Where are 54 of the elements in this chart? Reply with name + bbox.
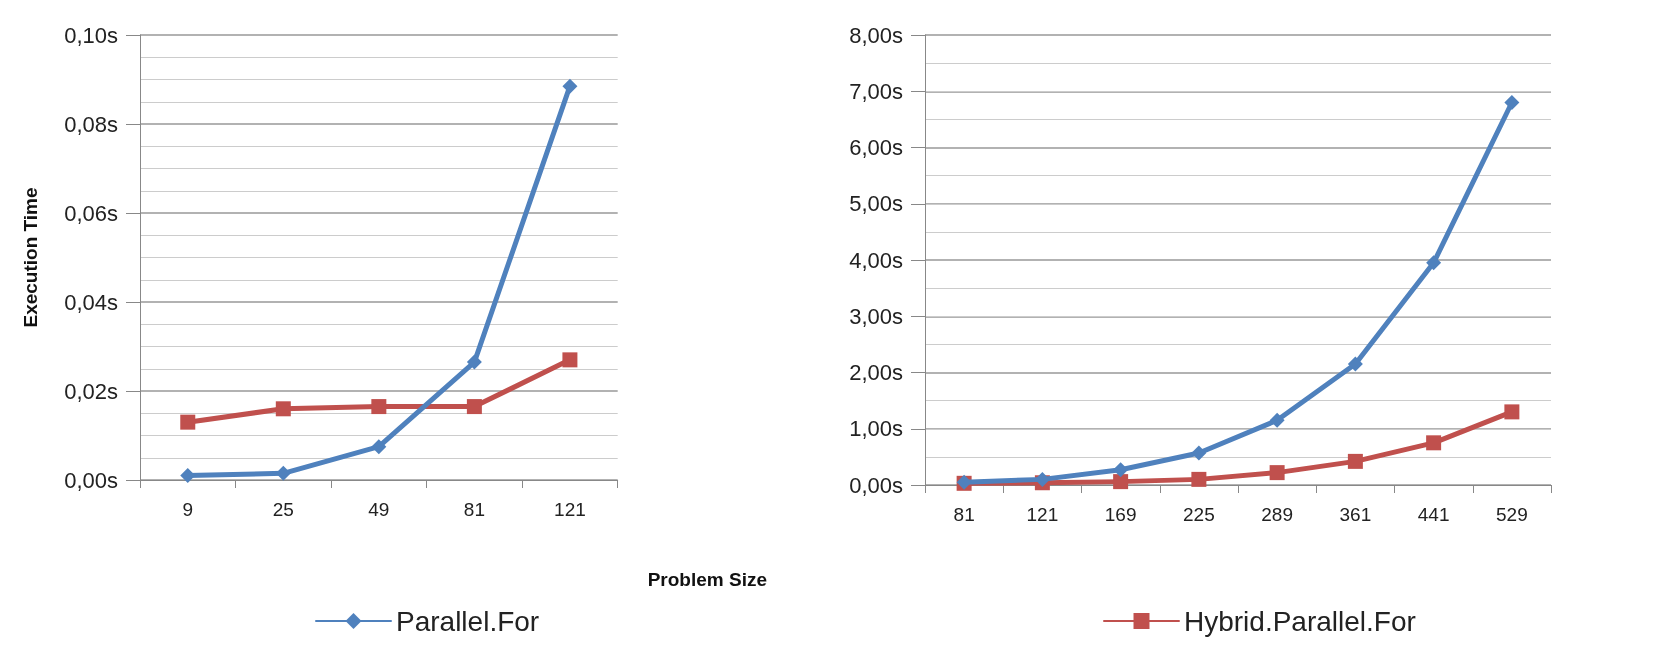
- point: [1113, 474, 1129, 490]
- y-tick-label: 2,00s: [849, 360, 903, 385]
- point: [1191, 445, 1207, 461]
- x-tick-label: 9: [182, 499, 194, 520]
- point: [1113, 462, 1129, 478]
- point: [1426, 435, 1442, 451]
- point: [371, 399, 387, 415]
- x-axis-title: Problem Size: [647, 569, 768, 590]
- y-tick-label: 1,00s: [849, 416, 903, 442]
- point: [1034, 471, 1050, 487]
- point: [466, 399, 482, 415]
- x-tick-label: 361: [1339, 504, 1372, 525]
- x-tick-label: 121: [1026, 504, 1059, 525]
- point: [562, 352, 578, 368]
- y-tick-label: 3,00s: [849, 303, 903, 329]
- x-tick-label: 529: [1496, 504, 1528, 525]
- point: [275, 401, 291, 417]
- y-tick-label: 5,00s: [849, 191, 903, 217]
- point: [371, 439, 387, 455]
- x-tick-label: 49: [368, 499, 390, 520]
- x-tick-label: 81: [953, 504, 975, 525]
- y-tick-label: 0,08s: [64, 111, 118, 137]
- y-tick-label: 4,00s: [849, 247, 903, 273]
- x-tick-label: 25: [272, 499, 294, 520]
- point: [1347, 356, 1363, 372]
- x-tick-label: 121: [554, 499, 586, 520]
- y-tick-label: 8,00s: [849, 22, 903, 48]
- y-tick-label: 0,00s: [849, 472, 903, 498]
- point: [1426, 255, 1442, 271]
- y-axis-title: Execution Time: [20, 187, 41, 328]
- y-tick-label: 0,04s: [64, 289, 118, 315]
- x-tick-label: 289: [1261, 504, 1293, 525]
- y-tick-label: 0,02s: [64, 378, 118, 404]
- point: [180, 468, 196, 484]
- x-tick-label: 169: [1104, 504, 1137, 525]
- y-tick-label: 7,00s: [849, 78, 903, 104]
- point: [562, 78, 578, 94]
- y-tick-label: 0,00s: [64, 467, 118, 493]
- point: [1269, 412, 1285, 428]
- legend-label: Parallel.For: [396, 605, 540, 637]
- point: [1269, 465, 1285, 481]
- x-tick-label: 81: [463, 499, 485, 520]
- point: [1504, 95, 1520, 110]
- x-tick-label: 441: [1417, 504, 1450, 525]
- y-tick-label: 6,00s: [849, 135, 903, 160]
- point: [180, 414, 196, 430]
- x-tick-label: 225: [1183, 504, 1215, 525]
- point: [1347, 453, 1363, 469]
- point: [466, 354, 482, 370]
- point: [1191, 471, 1207, 487]
- y-tick-label: 0,06s: [64, 200, 118, 226]
- y-tick-label: 0,10s: [64, 22, 118, 48]
- point: [1504, 404, 1520, 420]
- legend-label: Hybrid.Parallel.For: [1184, 605, 1416, 637]
